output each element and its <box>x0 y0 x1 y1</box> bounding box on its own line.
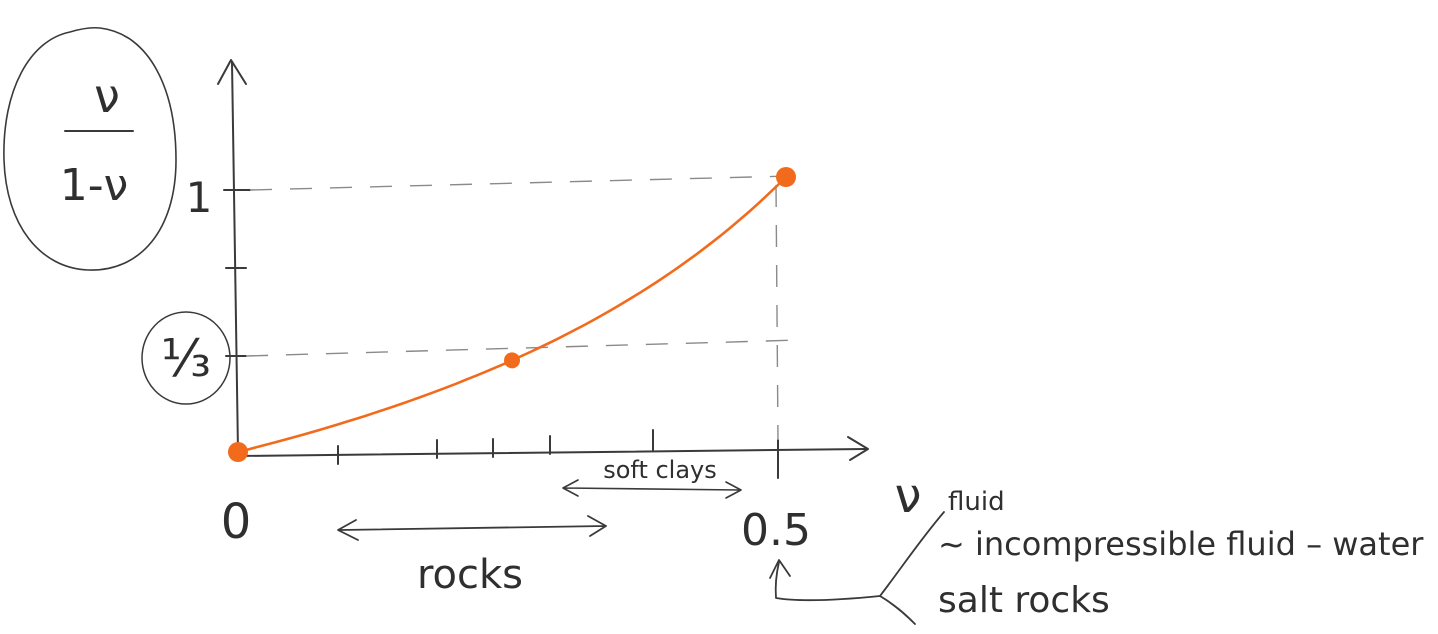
incompressible-label: ~ incompressible fluid – water <box>938 525 1424 563</box>
y-axis-arrowhead <box>217 59 247 85</box>
nu-symbol: ν <box>895 468 922 524</box>
data-point <box>776 167 796 187</box>
y-tick-label-circle <box>141 311 231 405</box>
x-axis-arrowhead <box>847 436 869 461</box>
rocks-label: rocks <box>417 552 523 598</box>
y-label-numerator: ν <box>94 69 120 123</box>
fluid-label: fluid <box>948 487 1005 517</box>
y-axis <box>231 61 239 453</box>
curve-layer <box>228 167 796 462</box>
x-tick-label-end: 0.5 <box>741 505 811 556</box>
x-tick-label-start: 0 <box>221 494 252 550</box>
annotation-brace <box>879 511 945 625</box>
soft-clays-range-arrow <box>562 479 742 499</box>
guide-y-one-third <box>245 339 801 357</box>
data-point <box>228 442 248 462</box>
rocks-range-arrow <box>337 515 607 541</box>
annotation-pointer <box>769 559 881 602</box>
salt-rocks-label: salt rocks <box>938 580 1110 621</box>
soft-clays-label: soft clays <box>603 456 717 484</box>
y-label-denominator: 1-ν <box>60 160 128 211</box>
y-tick-label-one: 1 <box>186 173 213 222</box>
data-point <box>504 352 520 369</box>
curve-nu-over-one-minus-nu <box>236 175 788 454</box>
y-tick-label-one-third: ⅓ <box>161 329 211 389</box>
guide-y-one <box>249 175 791 191</box>
y-label-circle <box>3 26 177 271</box>
guide-x-end <box>775 184 779 441</box>
x-axis <box>237 448 867 457</box>
